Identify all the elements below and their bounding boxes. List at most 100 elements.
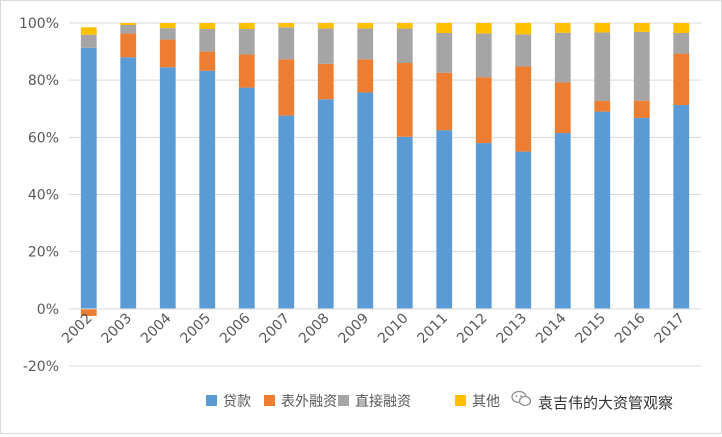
- bar-segment: [120, 33, 137, 58]
- bar-segment: [357, 28, 374, 60]
- x-tick-label: 2009: [336, 310, 373, 347]
- bar-segment: [278, 59, 295, 116]
- x-axis-tick-labels: 2002 2003 2004 2005 2006 2007 2008 2009 2010 2011…: [59, 310, 688, 347]
- bar-segment: [554, 32, 571, 83]
- bar-segment: [278, 27, 295, 60]
- bar-segment: [475, 143, 492, 309]
- bar-segment: [436, 33, 453, 73]
- bar-segment: [317, 23, 334, 29]
- bar-segment: [317, 63, 334, 100]
- x-tick-label: 2007: [257, 310, 294, 347]
- x-tick-label: 2017: [652, 310, 689, 347]
- bar-segment: [396, 136, 413, 309]
- bar-segment: [554, 23, 571, 33]
- bar-segment: [317, 99, 334, 309]
- bar-segment: [238, 23, 255, 30]
- bar-segment: [594, 23, 611, 33]
- legend-label: 贷款: [223, 394, 251, 410]
- bar-segment: [238, 87, 255, 309]
- legend-label: 其他: [472, 394, 500, 410]
- bar-segment: [199, 29, 216, 52]
- bar-segment: [80, 47, 97, 309]
- bar-segment: [633, 23, 650, 32]
- bar-segment: [673, 53, 690, 106]
- bar-segment: [515, 34, 532, 67]
- bar-segment: [159, 67, 176, 309]
- bar-segment: [159, 23, 176, 29]
- bar-segment: [515, 23, 532, 35]
- bar-segment: [238, 29, 255, 55]
- bar-segment: [120, 25, 137, 34]
- bar-segment: [199, 51, 216, 71]
- watermark: 袁吉伟的大资管观察: [511, 390, 673, 412]
- bar-segment: [396, 28, 413, 64]
- legend-label: 表外融资: [281, 394, 337, 410]
- bar-segment: [515, 151, 532, 309]
- x-tick-label: 2008: [296, 310, 333, 347]
- bar-segment: [436, 72, 453, 131]
- x-tick-label: 2006: [217, 310, 254, 347]
- legend-swatch: [455, 395, 466, 406]
- bar-segment: [238, 54, 255, 88]
- legend-swatch: [338, 395, 349, 406]
- x-tick-label: 2005: [178, 310, 215, 347]
- bar-segment: [475, 77, 492, 144]
- bar-series: [80, 23, 690, 316]
- y-tick-label: 20%: [28, 245, 59, 261]
- x-tick-label: 2014: [533, 310, 570, 347]
- bar-segment: [396, 63, 413, 137]
- bar-segment: [80, 308, 97, 316]
- bar-segment: [120, 57, 137, 309]
- bar-segment: [594, 32, 611, 102]
- y-tick-label: 60%: [28, 130, 59, 146]
- bar-segment: [594, 101, 611, 112]
- bar-segment: [673, 33, 690, 54]
- legend-swatch: [264, 395, 275, 406]
- bar-segment: [317, 28, 334, 64]
- bar-segment: [594, 111, 611, 309]
- bar-segment: [436, 23, 453, 34]
- x-tick-label: 2015: [573, 310, 610, 347]
- legend-label: 直接融资: [355, 393, 411, 410]
- y-tick-label: 0%: [37, 302, 59, 318]
- bar-segment: [475, 33, 492, 78]
- bar-segment: [357, 92, 374, 309]
- bar-segment: [475, 23, 492, 34]
- bar-segment: [515, 66, 532, 152]
- bar-segment: [396, 23, 413, 29]
- bar-segment: [357, 23, 374, 29]
- bar-segment: [159, 39, 176, 68]
- bar-segment: [278, 23, 295, 28]
- x-tick-label: 2011: [415, 310, 452, 347]
- x-tick-label: 2010: [375, 310, 412, 347]
- bar-segment: [673, 105, 690, 309]
- x-tick-label: 2012: [454, 310, 491, 347]
- x-tick-label: 2003: [99, 310, 136, 347]
- bar-segment: [199, 70, 216, 309]
- bar-segment: [633, 100, 650, 118]
- bar-segment: [673, 23, 690, 34]
- bar-segment: [80, 34, 97, 48]
- y-tick-label: -20%: [23, 359, 59, 375]
- bar-segment: [357, 59, 374, 93]
- y-tick-label: 80%: [28, 73, 59, 89]
- bar-segment: [633, 117, 650, 309]
- bar-segment: [159, 28, 176, 40]
- x-tick-label: 2013: [494, 310, 531, 347]
- bar-segment: [199, 23, 216, 30]
- bar-segment: [633, 31, 650, 101]
- x-tick-label: 2016: [612, 310, 649, 347]
- bar-segment: [120, 23, 137, 26]
- x-tick-label: 2004: [138, 310, 175, 347]
- bar-segment: [554, 82, 571, 134]
- bar-segment: [80, 27, 97, 35]
- y-axis-tick-labels: -20% 0% 20% 40% 60% 80% 100%: [19, 16, 59, 375]
- bar-segment: [554, 133, 571, 309]
- bar-segment: [436, 130, 453, 309]
- legend: 贷款 表外融资 直接融资 其他: [206, 393, 500, 410]
- wechat-logo-icon: [511, 390, 532, 407]
- y-tick-label: 40%: [28, 188, 59, 204]
- y-tick-label: 100%: [19, 16, 59, 32]
